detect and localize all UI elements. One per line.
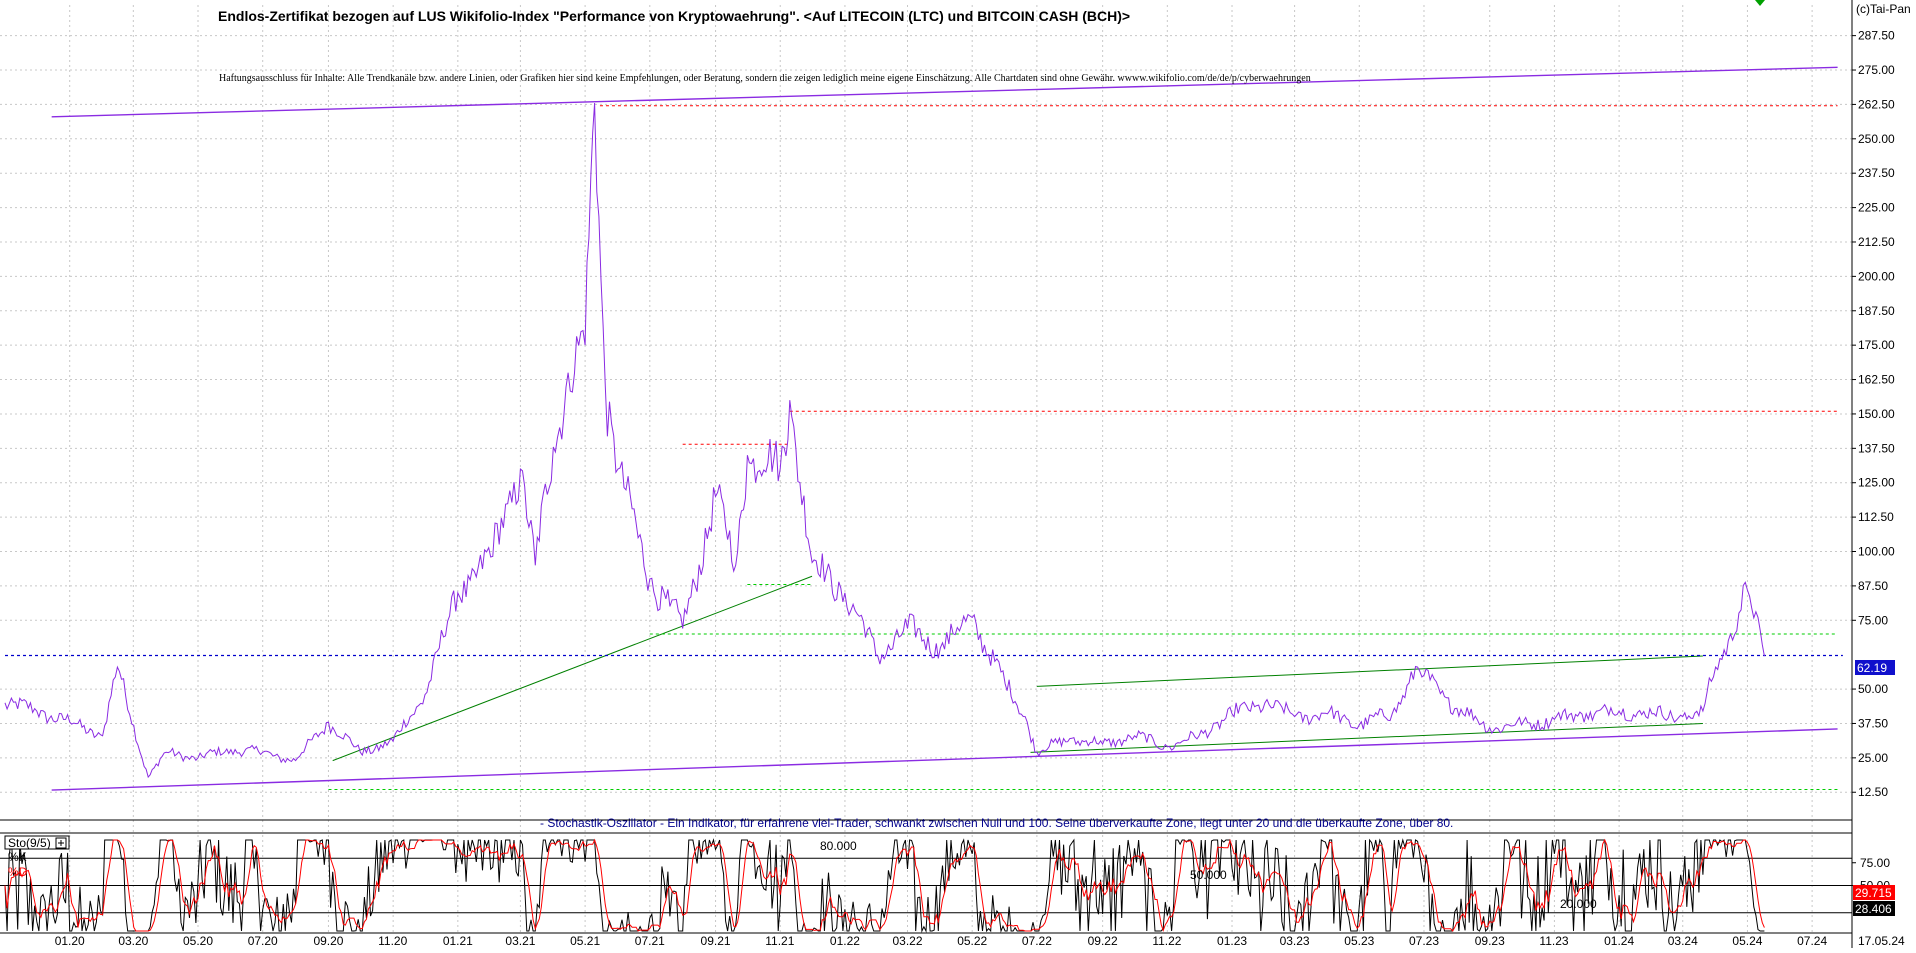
y-tick-label: 250.00 (1858, 132, 1895, 146)
y-tick-label: 150.00 (1858, 407, 1895, 421)
grid (0, 5, 1852, 933)
annotation-layer (5, 66, 1843, 791)
x-tick-label: 05.24 (1732, 934, 1762, 948)
stoch-legend-box[interactable]: Sto(9/5) (4, 835, 70, 850)
y-tick-label: 25.00 (1858, 751, 1888, 765)
x-tick-label: 03.21 (505, 934, 535, 948)
x-tick-label: 09.23 (1475, 934, 1505, 948)
stochastic-layer (0, 838, 1852, 933)
x-tick-label: 01.24 (1604, 934, 1634, 948)
y-tick-label: 37.50 (1858, 716, 1888, 730)
x-tick-label: 03.23 (1280, 934, 1310, 948)
price-series-line (4, 102, 1765, 779)
last-d-value: 28.406 (1855, 902, 1892, 916)
status-marker-icon (1755, 0, 1765, 6)
y-tick-label: 187.50 (1858, 304, 1895, 318)
x-tick-label: 03.24 (1668, 934, 1698, 948)
legend-d: %D (8, 865, 28, 879)
level-label-50: 50.000 (1190, 868, 1227, 882)
y-tick-label: 162.50 (1858, 373, 1895, 387)
stoch-d-line (4, 838, 1765, 933)
y-tick-label: 237.50 (1858, 166, 1895, 180)
x-tick-label: 01.21 (443, 934, 473, 948)
x-tick-label: 05.22 (957, 934, 987, 948)
x-tick-label: 07.22 (1022, 934, 1052, 948)
x-tick-label: 11.20 (378, 934, 407, 948)
last-k-value: 29.715 (1855, 886, 1892, 900)
trendline (1036, 655, 1703, 687)
y-tick-label: 137.50 (1858, 441, 1895, 455)
x-tick-label: 11.21 (765, 934, 794, 948)
x-tick-label: 09.21 (701, 934, 731, 948)
y-tick-label: 112.50 (1858, 510, 1894, 524)
y-tick-label: 212.50 (1858, 235, 1895, 249)
x-tick-label: 11.23 (1539, 934, 1568, 948)
level-label-20: 20.000 (1560, 897, 1597, 911)
level-label-80: 80.000 (820, 839, 857, 853)
y-tick-label: 225.00 (1858, 201, 1895, 215)
x-tick-label: 17.05.24 (1858, 934, 1905, 948)
x-tick-label: 03.20 (118, 934, 148, 948)
x-tick-label: 07.21 (635, 934, 665, 948)
x-tick-label: 01.22 (830, 934, 860, 948)
trendline (51, 728, 1838, 791)
x-tick-label: 07.20 (248, 934, 278, 948)
price-layer (4, 102, 1765, 779)
trendline (332, 575, 813, 762)
y-tick-label: 287.50 (1858, 29, 1895, 43)
stoch-title: Sto(9/5) (8, 836, 51, 850)
x-tick-label: 01.20 (55, 934, 85, 948)
y-tick-label: 87.50 (1858, 579, 1888, 593)
last-d-tag: 28.406 (1853, 901, 1895, 916)
stoch-y-tick-label: 75.00 (1860, 856, 1890, 870)
y-tick-label: 275.00 (1858, 63, 1895, 77)
y-tick-label: 200.00 (1858, 269, 1895, 283)
copyright-label: (c)Tai-Pan (1856, 2, 1911, 16)
x-tick-label: 07.24 (1797, 934, 1827, 948)
last-price-value: 62.19 (1857, 661, 1887, 675)
x-tick-label: 11.22 (1152, 934, 1181, 948)
y-tick-label: 75.00 (1858, 613, 1888, 627)
y-tick-label: 262.50 (1858, 97, 1895, 111)
last-price-tag: 62.19 (1855, 660, 1895, 675)
x-tick-label: 05.23 (1344, 934, 1374, 948)
x-tick-label: 05.21 (570, 934, 600, 948)
y-tick-label: 175.00 (1858, 338, 1895, 352)
y-tick-label: 125.00 (1858, 476, 1895, 490)
last-k-tag: 29.715 (1853, 885, 1895, 900)
y-tick-label: 100.00 (1858, 545, 1895, 559)
y-tick-label: 50.00 (1858, 682, 1888, 696)
expand-icon[interactable] (55, 837, 67, 849)
chart-title: Endlos-Zertifikat bezogen auf LUS Wikifo… (218, 8, 1130, 24)
x-tick-label: 01.23 (1217, 934, 1247, 948)
x-tick-label: 09.22 (1088, 934, 1118, 948)
x-tick-label: 07.23 (1409, 934, 1439, 948)
x-tick-label: 05.20 (183, 934, 213, 948)
indicator-description: - Stochastik-Oszillator - Ein Indikator,… (540, 816, 1453, 830)
legend-k: %K (8, 850, 27, 864)
trendline (51, 66, 1838, 118)
disclaimer-text: Haftungsausschluss für Inhalte: Alle Tre… (219, 73, 1311, 84)
y-tick-label: 12.50 (1858, 785, 1888, 799)
x-tick-label: 03.22 (893, 934, 923, 948)
trendline (1030, 722, 1703, 753)
x-tick-label: 09.20 (313, 934, 343, 948)
